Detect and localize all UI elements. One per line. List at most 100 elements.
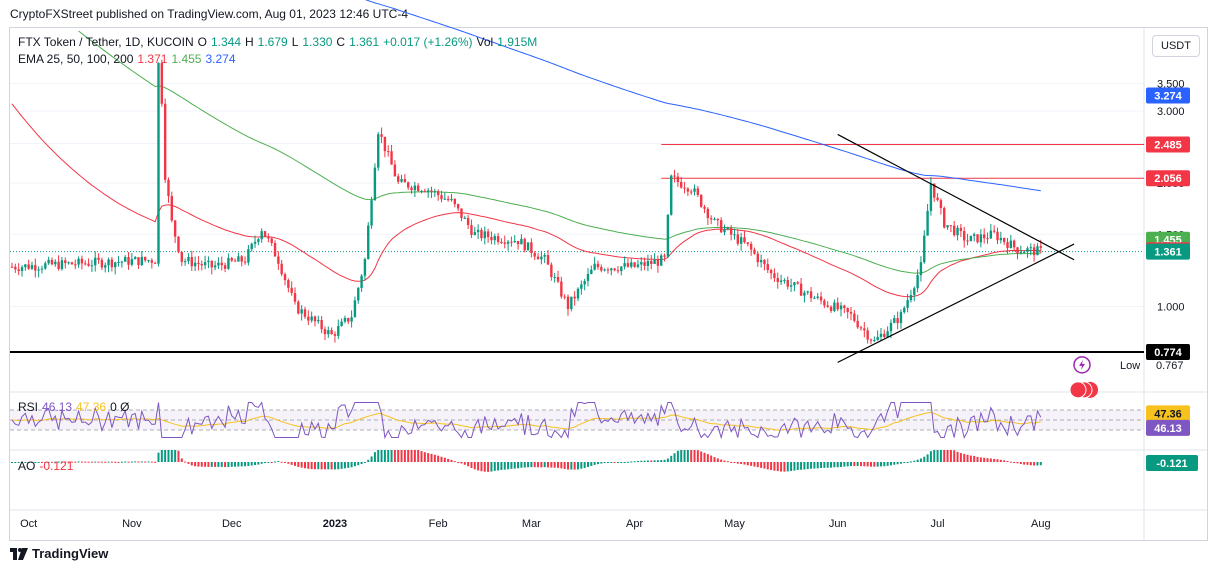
- ema50-value: 1.455: [171, 52, 202, 66]
- candle-body: [393, 164, 397, 177]
- ao-bar: [1036, 462, 1039, 466]
- candle-body: [180, 251, 183, 262]
- candle-body: [996, 231, 999, 241]
- candle-body: [803, 292, 806, 296]
- ao-bar: [853, 462, 856, 467]
- candle-body: [620, 266, 623, 272]
- price-label-text: 0.774: [1154, 347, 1182, 359]
- candle-body: [1016, 247, 1019, 254]
- candle-body: [660, 255, 663, 266]
- candle-body: [623, 263, 626, 267]
- candle-body: [380, 134, 383, 137]
- candle-body: [933, 183, 936, 198]
- ao-bar: [430, 453, 433, 462]
- ao-bar: [210, 462, 213, 467]
- candle-body: [719, 220, 723, 233]
- ema-label[interactable]: EMA 25, 50, 100, 200: [18, 52, 134, 66]
- candle-body: [203, 262, 207, 266]
- candle-body: [357, 288, 360, 301]
- ao-bar: [270, 462, 273, 463]
- candle-body: [536, 256, 540, 260]
- ao-bar: [570, 462, 573, 470]
- ao-bar: [646, 460, 649, 462]
- candle-body: [1022, 252, 1026, 254]
- high-label: H: [245, 35, 254, 49]
- candle-body: [463, 218, 466, 220]
- ao-bar: [250, 462, 253, 466]
- ao-bar: [377, 450, 380, 462]
- ao-bar: [70, 461, 73, 463]
- candle-body: [806, 291, 809, 293]
- symbol-label[interactable]: FTX Token / Tether, 1D, KUCOIN: [18, 35, 194, 49]
- x-tick-label: May: [724, 518, 745, 530]
- ao-bar: [34, 461, 37, 463]
- candle-body: [949, 225, 953, 227]
- candle-body: [163, 103, 167, 180]
- ao-bar: [110, 461, 113, 463]
- ao-bar: [90, 461, 93, 463]
- candle-body: [227, 258, 230, 269]
- candle-body: [636, 264, 640, 267]
- ao-bar: [946, 450, 949, 462]
- candle-body: [243, 261, 247, 263]
- ao-bar: [214, 462, 217, 467]
- candle-body: [1006, 242, 1009, 249]
- ao-bar: [140, 461, 143, 463]
- candle-body: [513, 240, 516, 243]
- ao-bar: [1039, 462, 1042, 466]
- candle-body: [909, 295, 913, 301]
- ao-bar: [477, 462, 480, 471]
- candle-body: [420, 190, 423, 192]
- ao-bar: [666, 458, 669, 462]
- ao-bar: [929, 451, 932, 462]
- ao-bar: [400, 450, 403, 462]
- candle-body: [809, 291, 813, 299]
- ao-bar: [343, 462, 346, 469]
- candle-body: [903, 307, 906, 313]
- candle-body: [879, 333, 883, 337]
- currency-button[interactable]: USDT: [1152, 35, 1200, 57]
- ao-bar: [67, 461, 70, 463]
- candle-body: [153, 262, 157, 264]
- candle-body: [70, 262, 74, 265]
- ao-bar: [114, 461, 117, 463]
- ao-bar: [766, 462, 769, 470]
- ao-bar: [537, 462, 540, 468]
- ao-bar: [856, 462, 859, 467]
- ao-bar: [926, 454, 929, 462]
- ema-lines: [11, 0, 1041, 298]
- ao-label[interactable]: AO: [18, 459, 36, 473]
- candle-body: [813, 297, 816, 299]
- candle-body: [563, 296, 566, 298]
- ao-bar: [803, 462, 806, 470]
- candle-body: [1019, 252, 1023, 254]
- candle-body: [1009, 240, 1013, 249]
- ao-bar: [127, 461, 130, 463]
- ao-bar: [1006, 461, 1009, 463]
- candle-body: [80, 258, 84, 264]
- candle-body: [496, 236, 500, 242]
- candle-body: [446, 198, 450, 201]
- ao-bar: [234, 462, 237, 467]
- ema-100-line: [78, 30, 1041, 274]
- candle-body: [610, 268, 613, 271]
- candle-body: [999, 238, 1003, 241]
- candle-body: [290, 287, 293, 293]
- ema-200-line: [365, 0, 1041, 192]
- rsi-label[interactable]: RSI: [18, 400, 39, 414]
- candle-body: [220, 262, 223, 266]
- ao-bar: [820, 462, 823, 469]
- candle-body: [553, 277, 556, 279]
- ao-bar: [976, 456, 979, 462]
- ao-bar: [410, 450, 413, 462]
- rsi-ma-value: 47.36: [76, 400, 107, 414]
- ao-bar: [567, 462, 570, 470]
- candle-body: [476, 229, 480, 233]
- candle-body: [87, 263, 90, 266]
- candle-body: [150, 260, 154, 263]
- legend-ohlc: FTX Token / Tether, 1D, KUCOIN O 1.344 H 1.6…: [18, 35, 541, 49]
- ao-bar: [57, 461, 60, 463]
- candles: [10, 59, 1042, 345]
- candle-body: [193, 262, 197, 267]
